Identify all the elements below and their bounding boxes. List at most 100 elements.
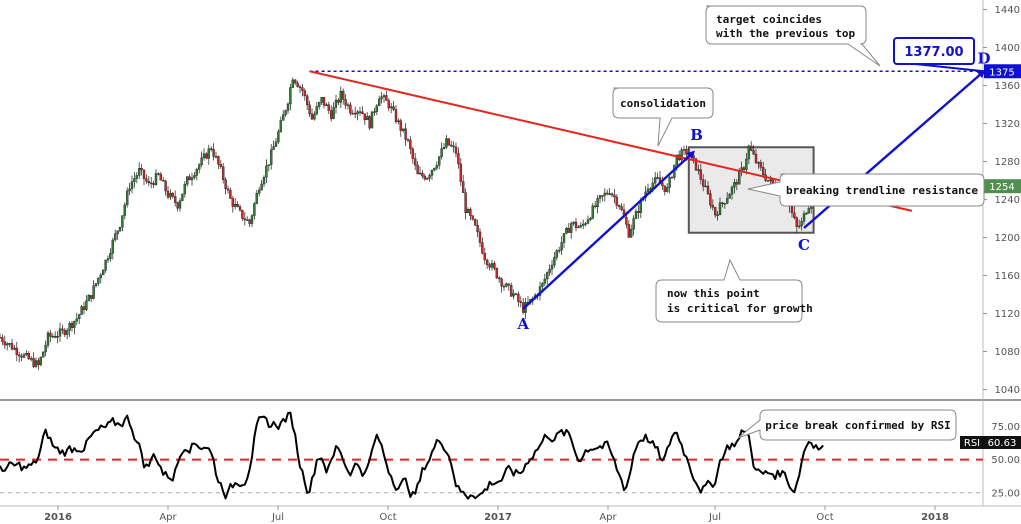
candle-body: [711, 205, 714, 208]
candle-body: [514, 293, 518, 295]
candle-body: [349, 104, 352, 114]
current-price-tag-label: 1254: [989, 182, 1014, 193]
candle-body: [474, 219, 477, 226]
candle-body: [332, 107, 335, 119]
candle-body: [260, 183, 263, 191]
candle-body: [68, 322, 71, 331]
candle-body: [65, 330, 69, 335]
candle-body: [807, 208, 810, 214]
candle-body: [289, 87, 292, 105]
candle-body: [296, 82, 299, 88]
candle-body: [109, 253, 112, 259]
pattern-point-c: C: [798, 236, 810, 254]
candle-body: [135, 175, 139, 179]
candle-body: [363, 113, 366, 121]
time-tick-label: 2018: [921, 512, 949, 523]
candle-body: [382, 95, 386, 97]
candle-body: [721, 202, 724, 204]
resistance-tag-label: 1375: [989, 67, 1014, 78]
candle-body: [330, 110, 333, 119]
candle-body: [185, 176, 189, 185]
candle-body: [510, 285, 513, 297]
candle-body: [615, 196, 618, 206]
candle-body: [255, 193, 259, 204]
candle-body: [394, 109, 398, 123]
candle-body: [318, 102, 321, 107]
candle-body: [757, 162, 760, 164]
candle-body: [423, 175, 426, 180]
candle-body: [34, 360, 38, 367]
rsi-axis-ticks: 25.00 50.00 75.00: [991, 422, 1020, 499]
candle-body: [488, 264, 491, 268]
candle-body: [113, 233, 117, 241]
candle-body: [58, 328, 62, 337]
candle-body: [229, 189, 232, 199]
candle-body: [606, 192, 609, 195]
candle-body: [805, 212, 808, 215]
rsi-line: [0, 411, 824, 500]
candle-body: [752, 150, 755, 155]
current-price-tag: 1254: [984, 179, 1021, 194]
pattern-arrow: [522, 150, 696, 310]
candle-body: [709, 193, 712, 206]
candle-body: [574, 221, 578, 228]
candle-body: [435, 165, 438, 169]
candle-body: [598, 195, 602, 199]
rsi-value-tag: RSI 60.63: [960, 436, 1021, 449]
candle-body: [238, 206, 242, 211]
candle-body: [75, 318, 79, 322]
candle-body: [697, 169, 700, 171]
candle-body: [498, 277, 501, 280]
candle-body: [399, 120, 402, 131]
candle-body: [166, 190, 170, 198]
candle-body: [15, 347, 19, 356]
candle-body: [634, 211, 638, 219]
candle-body: [219, 164, 223, 167]
candle-body: [596, 198, 599, 208]
candle-body: [8, 343, 11, 345]
candle-body: [87, 295, 91, 302]
candle-body: [718, 202, 722, 216]
candle-body: [351, 112, 354, 115]
candle-body: [97, 277, 100, 284]
candle-body: [462, 181, 465, 193]
candle-body: [649, 188, 652, 190]
candle-body: [632, 218, 635, 230]
candle-body: [747, 145, 750, 160]
candle-body: [236, 204, 239, 207]
candlestick-series: [0, 77, 825, 370]
candle-body: [279, 120, 282, 132]
candle-body: [282, 114, 285, 121]
candle-body: [517, 293, 520, 302]
time-axis-ticks: 2016 Apr Jul Oct 2017 Apr Jul Oct 2018: [44, 506, 949, 523]
callout-rsi: price break confirmed by RSI: [737, 409, 957, 441]
candle-body: [428, 175, 431, 179]
candle-body: [380, 96, 383, 100]
candle-body: [397, 120, 400, 123]
candle-body: [800, 221, 803, 227]
time-tick-label: Oct: [379, 512, 396, 523]
candle-body: [483, 253, 486, 261]
candle-body: [320, 97, 323, 103]
candle-body: [728, 194, 731, 199]
candle-body: [205, 153, 208, 159]
price-tick-label: 1080: [995, 347, 1020, 358]
candle-body: [406, 139, 410, 141]
rsi-tick-label: 50.00: [991, 455, 1020, 466]
candle-body: [70, 322, 74, 328]
candle-body: [625, 216, 628, 225]
price-tick-label: 1160: [995, 271, 1020, 282]
candle-body: [92, 285, 95, 299]
candle-body: [344, 99, 347, 106]
candle-body: [579, 225, 582, 228]
rsi-value-label: 60.63: [988, 438, 1017, 449]
candle-body: [370, 111, 374, 129]
candle-body: [702, 179, 705, 187]
candle-body: [692, 155, 695, 159]
candle-body: [3, 341, 6, 346]
candle-body: [656, 177, 659, 179]
candle-body: [392, 106, 395, 110]
candle-body: [125, 190, 129, 206]
candle-body: [490, 263, 494, 268]
callout-critical: now this point is critical for growth: [655, 258, 813, 323]
